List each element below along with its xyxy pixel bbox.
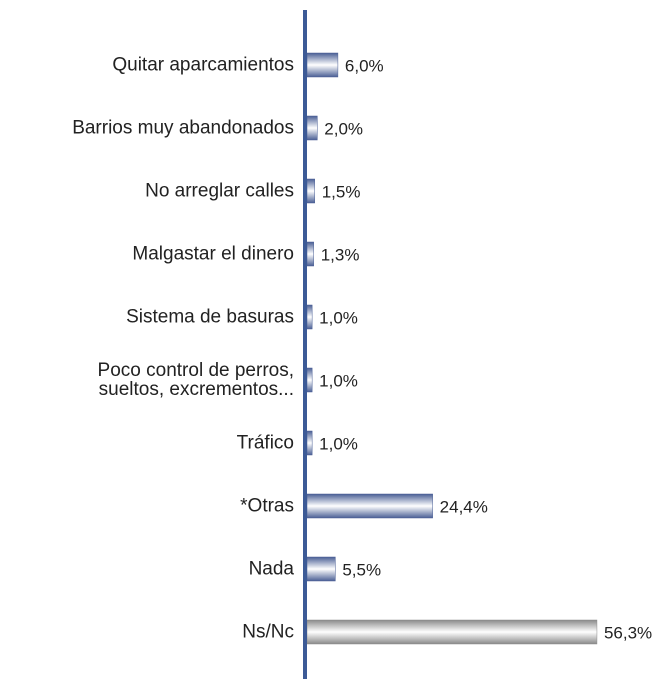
category-label: Malgastar el dinero bbox=[132, 243, 294, 265]
bar bbox=[306, 430, 313, 456]
category-label: Sistema de basuras bbox=[126, 306, 294, 328]
value-label: 6,0% bbox=[345, 56, 384, 75]
category-label: *Otras bbox=[240, 495, 294, 517]
value-label: 5,5% bbox=[342, 560, 381, 579]
category-label: Nada bbox=[248, 558, 294, 580]
bar bbox=[306, 619, 598, 645]
category-label: Ns/Nc bbox=[242, 621, 294, 643]
bar bbox=[306, 178, 315, 204]
value-label: 1,5% bbox=[322, 182, 361, 201]
bar bbox=[306, 367, 313, 393]
value-label: 1,0% bbox=[319, 308, 358, 327]
bar bbox=[306, 52, 339, 78]
category-label: Barrios muy abandonados bbox=[72, 117, 294, 139]
value-label: 1,0% bbox=[319, 434, 358, 453]
value-label: 56,3% bbox=[604, 623, 652, 642]
category-label: Poco control de perros, sueltos, excreme… bbox=[97, 360, 294, 400]
bar bbox=[306, 115, 318, 141]
value-label: 2,0% bbox=[324, 119, 363, 138]
bar bbox=[306, 493, 433, 519]
bar bbox=[306, 304, 313, 330]
value-label: 1,0% bbox=[319, 371, 358, 390]
bar bbox=[306, 241, 314, 267]
category-label: Tráfico bbox=[236, 432, 294, 454]
value-label: 1,3% bbox=[321, 245, 360, 264]
category-label: No arreglar calles bbox=[145, 180, 294, 202]
category-label: Quitar aparcamientos bbox=[112, 54, 294, 76]
value-label: 24,4% bbox=[440, 497, 488, 516]
bar bbox=[306, 556, 336, 582]
